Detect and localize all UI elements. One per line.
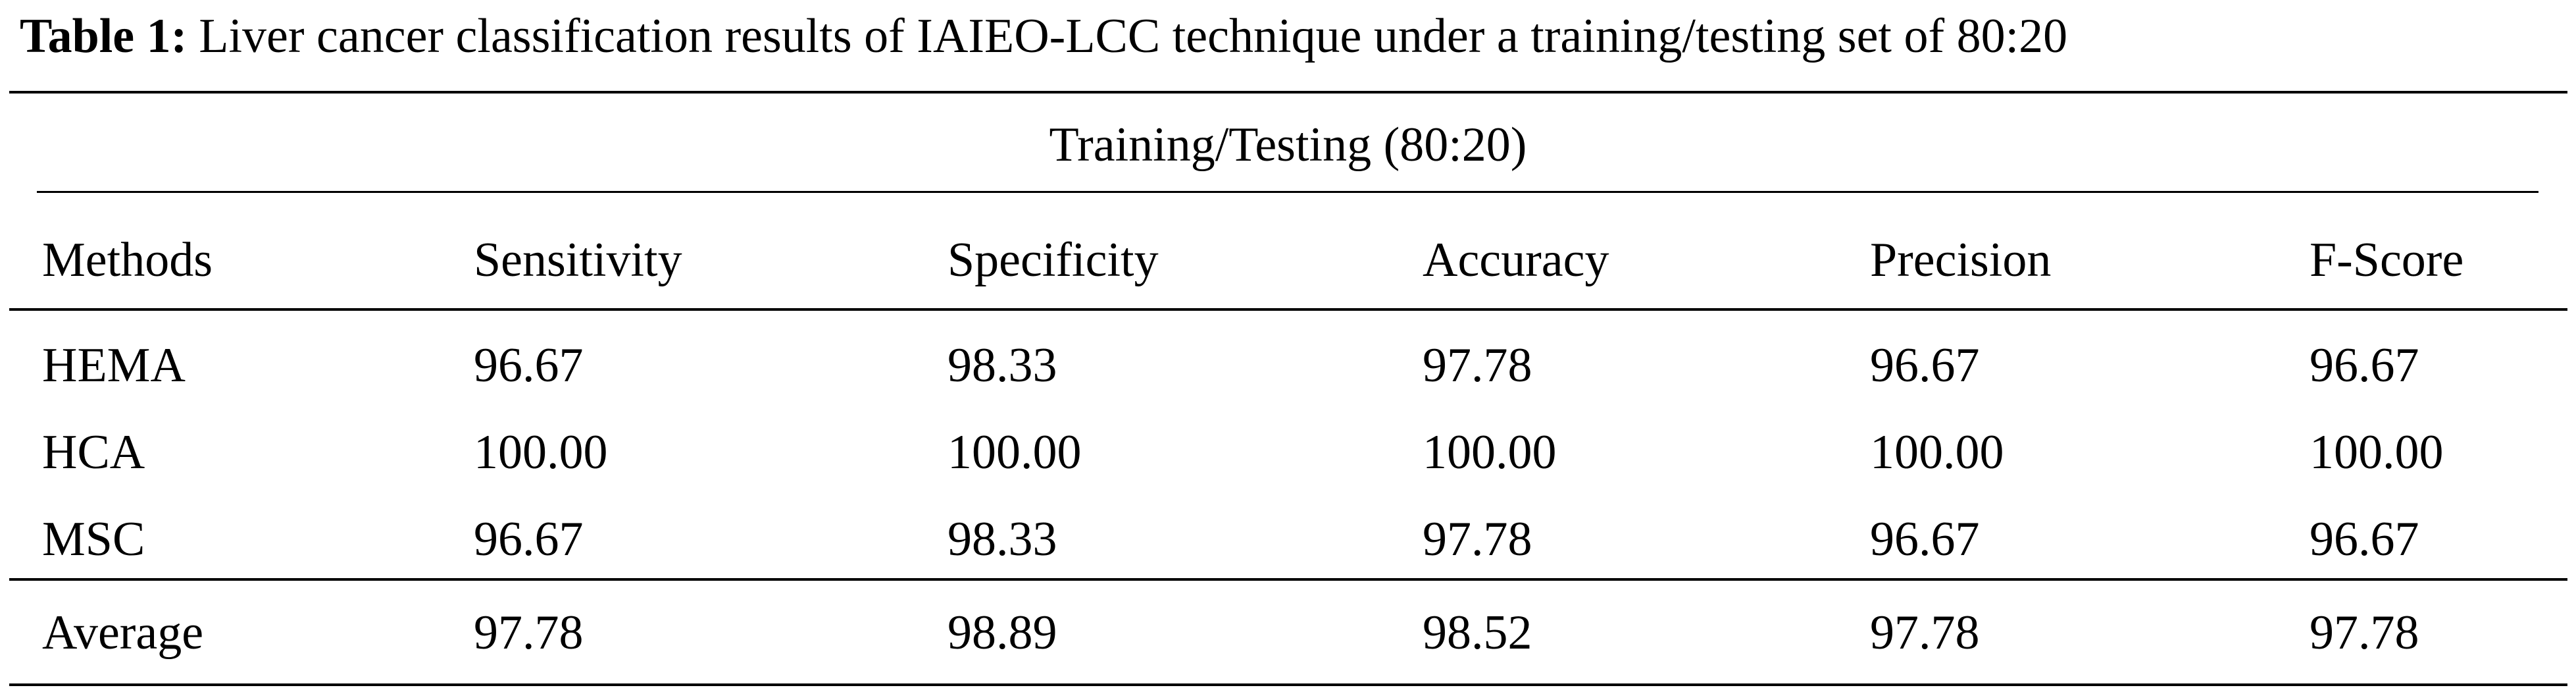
column-header-accuracy: Accuracy <box>1423 233 1609 287</box>
table-cell-method: HCA <box>42 425 145 479</box>
table-caption-label: Table 1: <box>20 9 188 63</box>
table-cell-f-score: 96.67 <box>2310 338 2419 392</box>
table-group-header: Training/Testing (80:20) <box>1049 118 1527 172</box>
average-sensitivity: 97.78 <box>474 606 584 660</box>
table-caption: Table 1: Liver cancer classification resu… <box>20 0 2560 72</box>
table-cell-sensitivity: 96.67 <box>474 338 584 392</box>
table-cell-precision: 100.00 <box>1870 425 2004 479</box>
table-cell-accuracy: 97.78 <box>1423 338 1532 392</box>
table-cell-specificity: 98.33 <box>947 512 1057 566</box>
table-top-rule <box>9 91 2567 93</box>
table-cell-f-score: 96.67 <box>2310 512 2419 566</box>
table-cell-accuracy: 97.78 <box>1423 512 1532 566</box>
column-header-sensitivity: Sensitivity <box>474 233 682 287</box>
average-accuracy: 98.52 <box>1423 606 1532 660</box>
table-cell-accuracy: 100.00 <box>1423 425 1557 479</box>
table-caption-text: Liver cancer classification results of I… <box>199 9 2068 63</box>
column-header-specificity: Specificity <box>947 233 1159 287</box>
table-cell-specificity: 98.33 <box>947 338 1057 392</box>
table-cell-sensitivity: 96.67 <box>474 512 584 566</box>
header-rule <box>9 308 2567 311</box>
table-cell-f-score: 100.00 <box>2310 425 2444 479</box>
table-bottom-rule <box>9 683 2567 686</box>
average-f-score: 97.78 <box>2310 606 2419 660</box>
average-specificity: 98.89 <box>947 606 1057 660</box>
column-header-f-score: F-Score <box>2310 233 2464 287</box>
table-cell-method: HEMA <box>42 338 186 392</box>
table-cell-method: MSC <box>42 512 145 566</box>
average-precision: 97.78 <box>1870 606 1980 660</box>
column-header-precision: Precision <box>1870 233 2052 287</box>
average-row-label: Average <box>42 606 204 660</box>
table-cell-specificity: 100.00 <box>947 425 1082 479</box>
table-cell-sensitivity: 100.00 <box>474 425 608 479</box>
table-cell-precision: 96.67 <box>1870 338 1980 392</box>
column-header-methods: Methods <box>42 233 213 287</box>
table-cell-precision: 96.67 <box>1870 512 1980 566</box>
average-rule <box>9 578 2567 581</box>
group-header-rule <box>37 191 2538 193</box>
